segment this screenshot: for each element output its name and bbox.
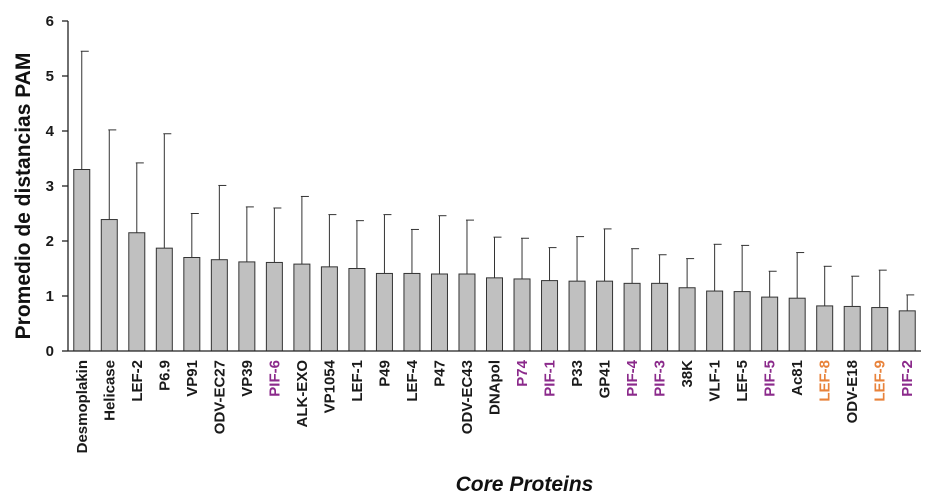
x-tick-label: PIF-3 [652,360,669,397]
bar [541,280,559,352]
bar [128,232,146,352]
bar [678,287,696,352]
bar [486,277,503,352]
x-tick-label: VP39 [239,360,256,397]
bar [513,278,531,352]
x-tick-label: 38K [679,360,696,388]
x-tick-label: VP91 [184,360,201,397]
x-tick-label: PIF-1 [542,360,559,397]
bar [320,266,338,352]
y-tick-label: 2 [46,233,54,250]
x-tick-label: DNApol [487,360,504,415]
bar [733,291,751,352]
x-labels-group: Desmoplakin Helicase LEF-2 P6.9 VP91 ODV-EC27… [74,359,916,453]
y-ticks-group: 0 1 2 3 4 5 6 [46,13,68,360]
bar [265,261,283,352]
x-tick-label: P47 [431,360,448,387]
x-tick-label: ODV-EC27 [211,360,228,434]
x-tick-label: P33 [569,360,586,387]
x-tick-label: P74 [514,359,531,386]
x-tick-label: PIF-4 [624,359,641,396]
bar [843,305,861,352]
bar [623,282,641,352]
x-tick-label: ODV-EC43 [459,360,476,434]
x-tick-label: P6.9 [156,360,173,391]
bar [293,263,311,352]
y-tick-label: 4 [46,123,55,140]
x-tick-label: P49 [376,360,393,387]
bar [155,247,173,352]
x-tick-label: PIF-5 [762,360,779,397]
error-bars-group [80,50,915,311]
bar [651,282,669,352]
y-axis-title: Promedio de distancias PAM [12,53,35,340]
bar [100,219,118,352]
bar [348,268,366,352]
y-tick-label: 0 [46,343,54,360]
bar [788,297,806,352]
bar [458,273,476,352]
x-tick-label: PIF-2 [899,360,916,397]
x-tick-label: LEF-9 [872,360,889,402]
bar [816,305,834,352]
x-tick-label: PIF-6 [266,360,283,397]
x-tick-label: LEF-4 [404,359,421,401]
y-tick-label: 5 [46,68,54,85]
bar [375,272,393,352]
x-tick-label: ALK-EXO [294,360,311,428]
bar [871,307,889,352]
bar [238,261,256,352]
x-tick-label: LEF-2 [129,360,146,402]
y-tick-label: 6 [46,13,54,30]
x-tick-label: LEF-1 [349,360,366,402]
x-tick-label: LEF-8 [817,360,834,402]
y-tick-label: 1 [46,288,54,305]
bar [568,280,586,352]
bar [898,310,916,352]
x-tick-label: VP1054 [321,359,338,413]
bar [430,273,448,352]
y-tick-label: 3 [46,178,54,195]
bar [596,280,614,352]
bar [403,272,421,352]
bars-group [73,169,916,352]
bar [73,169,91,352]
bar [183,257,201,352]
x-axis-title: Core Proteins [456,473,594,493]
x-tick-label: Ac81 [789,360,806,396]
bar [706,290,724,352]
x-tick-label: LEF-5 [734,360,751,402]
x-tick-label: Desmoplakin [74,360,91,453]
x-tick-label: GP41 [597,360,614,398]
x-tick-label: Helicase [101,360,118,421]
bar [210,259,228,352]
x-tick-label: ODV-E18 [844,360,861,423]
bar [761,296,779,352]
x-tick-label: VLF-1 [707,360,724,402]
